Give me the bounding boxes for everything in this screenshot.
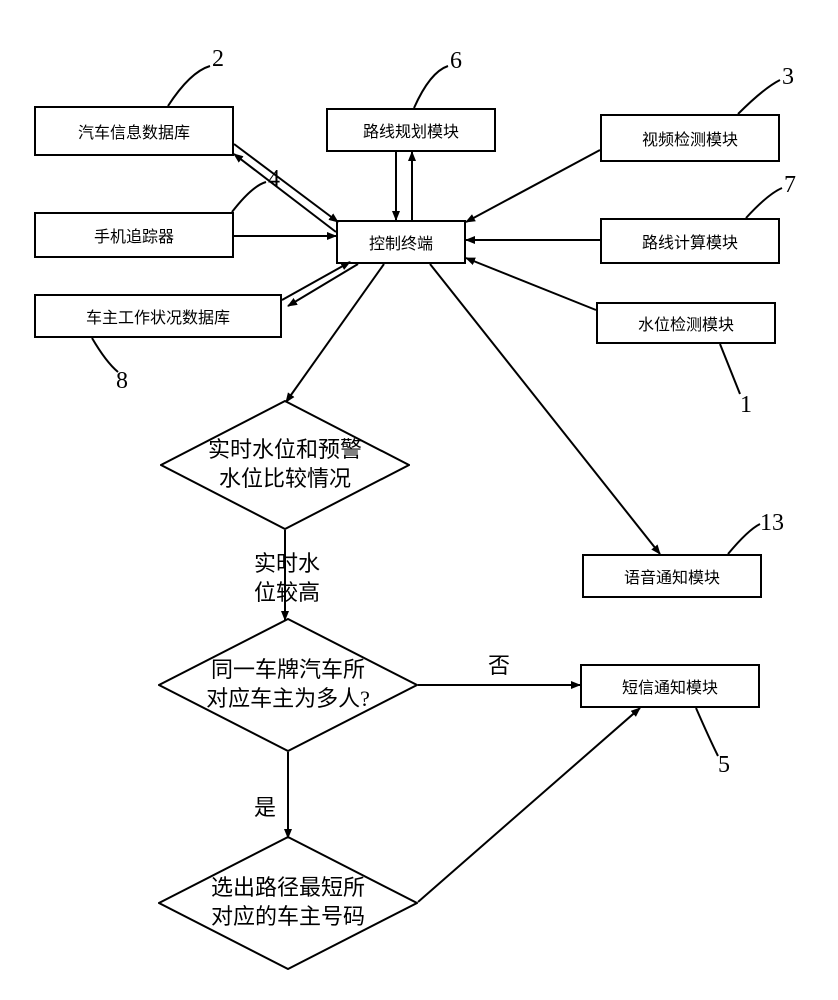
diamond-line1: 选出路径最短所 [211, 875, 365, 900]
node-label: 汽车信息数据库 [78, 119, 190, 143]
num-6: 6 [450, 48, 462, 75]
node-route-calc: 路线计算模块 [600, 218, 780, 264]
num-2: 2 [212, 46, 224, 73]
node-label: 视频检测模块 [642, 126, 738, 150]
diamond-line2: 水位比较情况 [219, 466, 351, 491]
node-label: 路线计算模块 [642, 229, 738, 253]
node-route-plan: 路线规划模块 [326, 108, 496, 152]
num-3: 3 [782, 64, 794, 91]
node-label: 水位检测模块 [638, 311, 734, 335]
node-sms-notify: 短信通知模块 [580, 664, 760, 708]
diamond-line1: 实时水位和预警 [208, 437, 362, 462]
edge-label-high-water: 实时水 位较高 [254, 550, 320, 607]
diamond-water-compare: 实时水位和预警 水位比较情况 [160, 400, 410, 530]
node-label: 控制终端 [369, 230, 433, 254]
num-5: 5 [718, 752, 730, 779]
num-13: 13 [760, 510, 784, 537]
num-8: 8 [116, 368, 128, 395]
node-water-detect: 水位检测模块 [596, 302, 776, 344]
num-4: 4 [268, 166, 280, 193]
node-voice-notify: 语音通知模块 [582, 554, 762, 598]
num-7: 7 [784, 172, 796, 199]
node-label: 车主工作状况数据库 [86, 304, 230, 328]
edge-label-no: 否 [488, 648, 510, 680]
node-label: 路线规划模块 [363, 118, 459, 142]
diamond-line2: 对应的车主号码 [211, 904, 365, 929]
diamond-multi-owner: 同一车牌汽车所 对应车主为多人? [158, 618, 418, 752]
edge-label-yes: 是 [254, 790, 276, 822]
diamond-line1: 同一车牌汽车所 [211, 657, 365, 682]
node-phone-tracker: 手机追踪器 [34, 212, 234, 258]
diamond-shortest-path: 选出路径最短所 对应的车主号码 [158, 836, 418, 970]
node-control-terminal: 控制终端 [336, 220, 466, 264]
node-owner-work-db: 车主工作状况数据库 [34, 294, 282, 338]
node-car-info-db: 汽车信息数据库 [34, 106, 234, 156]
node-label: 语音通知模块 [624, 564, 720, 588]
node-label: 短信通知模块 [622, 674, 718, 698]
diamond-line2: 对应车主为多人? [206, 686, 370, 711]
node-label: 手机追踪器 [94, 223, 174, 247]
num-1: 1 [740, 392, 752, 419]
node-video-detect: 视频检测模块 [600, 114, 780, 162]
